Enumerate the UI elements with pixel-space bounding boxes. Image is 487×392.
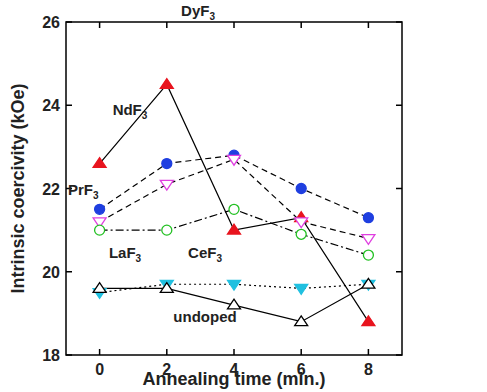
y-tick xyxy=(66,271,72,273)
y-tick xyxy=(66,105,72,107)
x-tick-label: 8 xyxy=(364,361,373,378)
data-point xyxy=(363,213,373,223)
data-point xyxy=(93,158,106,168)
y-tick-label: 22 xyxy=(42,181,60,198)
data-point xyxy=(295,316,308,326)
y-tick xyxy=(396,105,402,107)
data-point xyxy=(228,155,241,165)
y-tick xyxy=(66,354,72,356)
x-axis-label: Annealing time (min.) xyxy=(142,369,325,389)
series-label: CeF3 xyxy=(188,244,222,264)
y-tick-label: 18 xyxy=(42,347,60,364)
data-point xyxy=(296,184,306,194)
y-tick xyxy=(66,21,72,23)
series-label: undoped xyxy=(173,308,236,325)
x-tick xyxy=(233,349,235,355)
data-point xyxy=(95,225,105,235)
x-tick xyxy=(300,22,302,28)
y-tick xyxy=(396,21,402,23)
x-tick xyxy=(233,22,235,28)
y-tick xyxy=(396,354,402,356)
data-point xyxy=(296,229,306,239)
y-axis-label: Intrinsic coercivity (kOe) xyxy=(8,83,28,293)
y-tick xyxy=(396,188,402,190)
data-point xyxy=(362,316,375,326)
x-tick xyxy=(99,349,101,355)
x-tick-label: 0 xyxy=(95,361,104,378)
data-point xyxy=(228,224,241,234)
data-point xyxy=(160,180,173,190)
data-point xyxy=(363,250,373,260)
series-label: LaF3 xyxy=(109,244,142,264)
series-label: NdF3 xyxy=(113,101,148,121)
data-point xyxy=(162,225,172,235)
data-point xyxy=(362,278,375,288)
plot-area xyxy=(93,79,375,326)
series-line xyxy=(100,159,369,238)
x-tick xyxy=(166,349,168,355)
y-tick-label: 20 xyxy=(42,264,60,281)
series-line xyxy=(100,209,369,255)
data-point xyxy=(295,218,308,228)
data-point xyxy=(160,79,173,89)
data-point xyxy=(160,283,173,293)
x-tick xyxy=(300,349,302,355)
data-point xyxy=(162,159,172,169)
chart: 024681820222426Annealing time (min.)Intr… xyxy=(0,0,487,392)
series-line xyxy=(100,84,369,321)
x-tick xyxy=(166,22,168,28)
y-tick-label: 26 xyxy=(42,14,60,31)
y-tick xyxy=(396,271,402,273)
y-tick-label: 24 xyxy=(42,97,60,114)
series-label: DyF3 xyxy=(181,2,215,22)
data-point xyxy=(229,204,239,214)
data-point xyxy=(362,235,375,245)
data-point xyxy=(95,204,105,214)
x-tick xyxy=(99,22,101,28)
data-point xyxy=(93,283,106,293)
x-tick xyxy=(368,349,370,355)
data-point xyxy=(228,280,241,290)
data-point xyxy=(295,285,308,295)
plot-frame xyxy=(66,22,402,355)
series-label: PrF3 xyxy=(68,181,99,201)
series-line xyxy=(100,155,369,217)
x-tick xyxy=(368,22,370,28)
